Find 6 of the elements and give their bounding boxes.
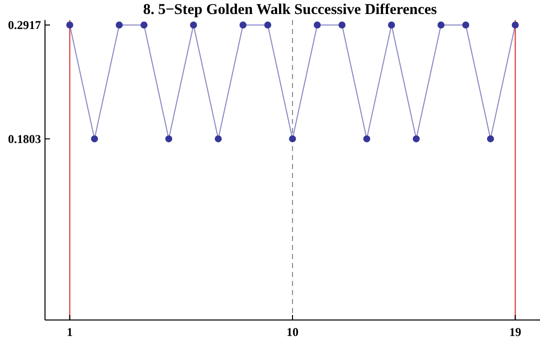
y-tick-label: 0.1803 — [8, 132, 41, 146]
x-tick-label: 19 — [509, 325, 522, 339]
x-tick-label: 1 — [66, 325, 73, 339]
chart-title: 8. 5−Step Golden Walk Successive Differences — [143, 2, 438, 18]
y-tick-label: 0.2917 — [8, 18, 41, 32]
x-tick-label: 10 — [286, 325, 298, 339]
